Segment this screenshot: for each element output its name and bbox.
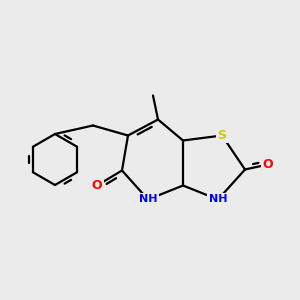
Text: S: S bbox=[218, 129, 226, 142]
Text: O: O bbox=[263, 158, 273, 171]
Text: NH: NH bbox=[139, 194, 157, 205]
Text: O: O bbox=[92, 179, 102, 192]
Text: NH: NH bbox=[209, 194, 227, 205]
